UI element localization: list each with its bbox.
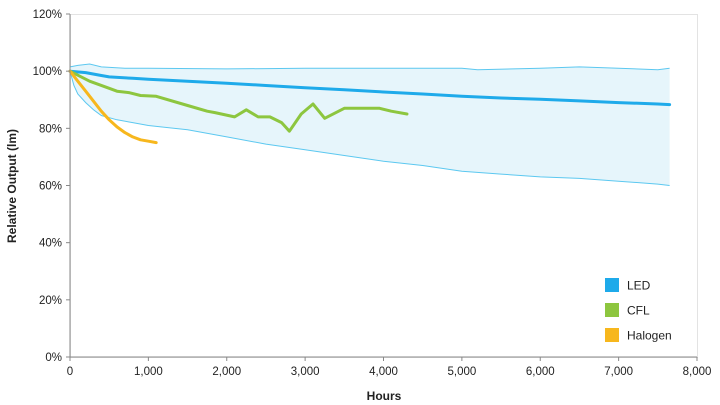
plot-area-frame — [70, 14, 698, 358]
band-lower-edge — [69, 71, 670, 186]
y-tick-label: 120% — [33, 9, 62, 21]
x-tick-label: 0 — [67, 366, 73, 378]
led-range-band — [69, 63, 670, 186]
legend: LED CFL Halogen — [605, 278, 672, 343]
legend-swatch — [605, 328, 619, 342]
legend-swatch — [605, 303, 619, 317]
x-tick-label: 2,000 — [212, 366, 241, 378]
axes — [69, 14, 697, 358]
x-tick-label: 3,000 — [291, 366, 320, 378]
y-axis-ticks: 0% 20% 40% 60% 80% 100% 120% — [33, 9, 70, 364]
x-tick-label: 1,000 — [134, 366, 163, 378]
legend-item-cfl: CFL — [605, 303, 650, 318]
legend-item-halogen: Halogen — [605, 328, 672, 343]
x-tick-label: 4,000 — [369, 366, 398, 378]
series-line-cfl — [68, 69, 409, 133]
legend-label: Halogen — [627, 329, 672, 343]
series-line-halogen — [68, 69, 158, 145]
band-fill — [70, 64, 670, 186]
x-tick-label: 7,000 — [604, 366, 633, 378]
x-axis-ticks: 0 1,000 2,000 3,000 4,000 5,000 6,000 7,000 8,00… — [67, 357, 712, 378]
legend-swatch — [605, 278, 619, 292]
x-axis-title: Hours — [367, 389, 402, 403]
y-tick-label: 100% — [33, 66, 62, 78]
y-tick-label: 40% — [39, 238, 62, 250]
y-tick-label: 20% — [39, 295, 62, 307]
x-tick-label: 5,000 — [447, 366, 476, 378]
legend-label: LED — [627, 279, 651, 293]
series-lines — [68, 69, 672, 145]
y-tick-label: 0% — [45, 352, 62, 364]
series-line-led — [68, 69, 672, 107]
band-upper-edge — [69, 63, 670, 71]
y-tick-label: 80% — [39, 123, 62, 135]
plot-background — [70, 14, 698, 358]
y-axis-title: Relative Output (lm) — [5, 129, 19, 243]
y-tick-label: 60% — [39, 181, 62, 193]
x-tick-label: 8,000 — [683, 366, 712, 378]
x-tick-label: 6,000 — [526, 366, 555, 378]
legend-item-led: LED — [605, 278, 651, 293]
legend-label: CFL — [627, 304, 650, 318]
